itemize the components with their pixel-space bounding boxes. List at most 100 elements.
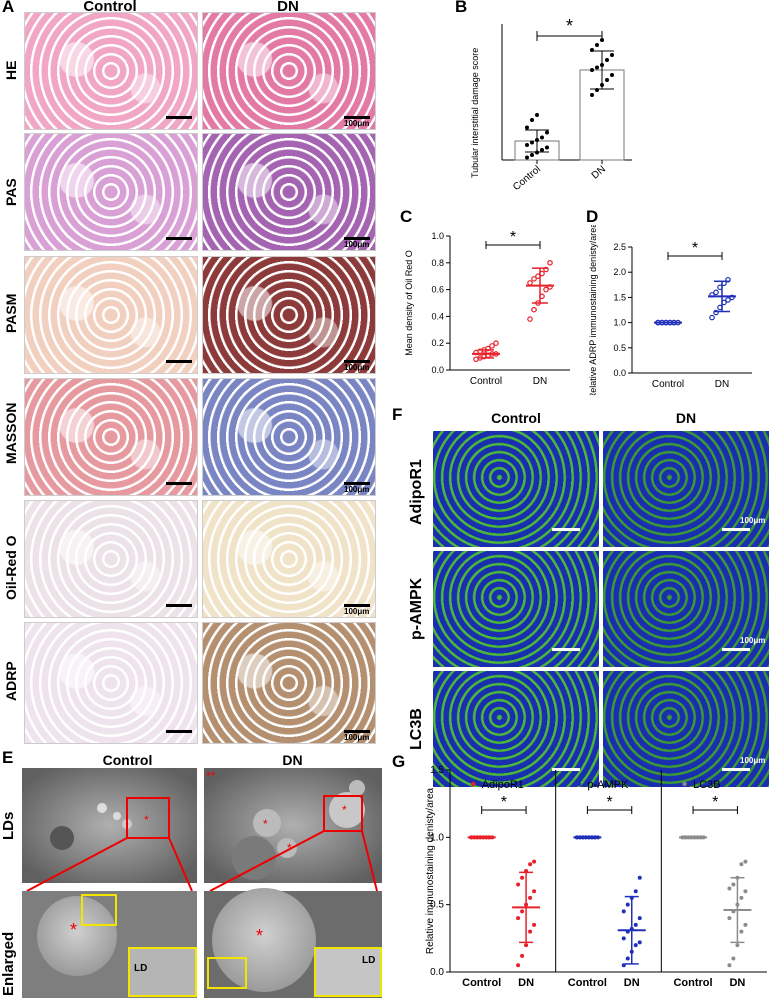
chart-g-point: [743, 889, 748, 894]
histology-masson-control: [24, 378, 198, 496]
chart-c: Mean density of Oil Red O 0.0 0.2 0.4 0.6 0.8…: [404, 229, 570, 387]
chartC-ytick-4: 0.8: [431, 258, 444, 268]
chartD-point: [729, 294, 735, 301]
panel-f-row-lc3b: LC3B: [408, 708, 425, 750]
histology-pas-dn: [202, 133, 376, 251]
chartC-point: [485, 345, 491, 352]
scale-label: 100μm: [740, 516, 766, 525]
chartC-point: [543, 266, 549, 273]
scale-bar: [344, 604, 370, 607]
chart-b-point: [530, 153, 534, 157]
chartD-xtick-1: DN: [715, 379, 729, 390]
chart-b-xtick-0: Control: [511, 164, 543, 193]
panel-f-col-dn: DN: [675, 410, 697, 426]
chartC-xtick-1: DN: [533, 376, 547, 387]
scale-label: 100μm: [344, 363, 370, 372]
chart-g-point: [739, 929, 744, 934]
em-control-asterisk: *: [144, 813, 149, 827]
chartC-point: [527, 316, 533, 322]
chart-b-point: [540, 135, 544, 140]
panel-label-g: G: [392, 752, 406, 771]
scale-bar: [166, 116, 192, 119]
panel-a-row-masson: MASSON: [3, 402, 19, 464]
chartC-ytick-3: 0.6: [431, 285, 444, 295]
if-lc3b-control: [432, 670, 600, 788]
chart-g-point: [735, 943, 740, 948]
scale-bar: [166, 604, 192, 607]
chartD-sig-star: *: [692, 240, 698, 257]
chart-g-xtick: Control: [462, 977, 501, 989]
chart-g-legend-marker-1: [576, 781, 582, 787]
chart-b-point: [540, 148, 544, 152]
em-control-ld-label: LD: [134, 963, 147, 974]
chart-g-point: [625, 956, 630, 961]
em-control-inset-box: [126, 797, 170, 839]
chartC-ytick-0: 0.0: [431, 365, 444, 375]
chart-g-ytick-2: 1.0: [430, 832, 444, 843]
chart-g-legend-0: AdipoR1: [482, 779, 524, 791]
panel-f-row-p-ampk: p-AMPK: [408, 577, 425, 640]
chartC-point: [547, 259, 553, 266]
chart-g: Relative immunostaining denisty/area 0.0 0…: [425, 765, 767, 989]
chart-g-point: [528, 929, 533, 934]
chart-g-point: [637, 940, 642, 945]
chart-b-point: [535, 113, 539, 117]
chart-g-point: [633, 889, 638, 894]
chart-b-point: [590, 48, 594, 52]
chartC-point: [543, 286, 549, 293]
if-adipor1-dn: [602, 430, 770, 548]
chart-g-xtick: DN: [624, 977, 640, 989]
chartD-ytick-4: 2.0: [613, 267, 626, 277]
chart-g-point: [532, 889, 537, 894]
chart-g-point: [621, 936, 626, 941]
em-control-lds: [22, 768, 197, 883]
scale-bar: [344, 482, 370, 485]
chart-b-point: [525, 125, 529, 130]
chart-g-point: [743, 859, 748, 864]
histology-he-dn: [202, 12, 376, 130]
em-dn-double-asterisk: **: [206, 769, 216, 783]
panel-f-col-control: Control: [491, 410, 541, 426]
scale-bar: [344, 116, 370, 119]
chartC-point: [493, 340, 499, 347]
panel-a-row-adrp: ADRP: [3, 661, 19, 701]
chart-b-point: [530, 140, 534, 145]
chart-d: Relative ADRP immunostaining denisty/are…: [588, 225, 752, 395]
chartC-point: [527, 280, 533, 286]
chart-g-point: [528, 862, 533, 867]
scale-label: 100μm: [740, 756, 766, 765]
chart-g-point: [731, 882, 736, 887]
chart-b-point: [525, 155, 529, 160]
scale-bar: [344, 730, 370, 733]
if-adipor1-control: [432, 430, 600, 548]
chart-g-point: [637, 875, 642, 880]
scale-bar: [722, 648, 750, 651]
em-dn-asterisk-1: *: [263, 817, 268, 831]
scale-bar: [552, 768, 580, 771]
chartD-ytick-3: 1.5: [613, 292, 626, 302]
em-dn-ld-label: LD: [362, 955, 375, 966]
chartC-point: [531, 276, 537, 282]
histology-adrp-dn: [202, 622, 376, 744]
chart-g-point: [633, 943, 638, 948]
chart-g-ytick-0: 0.0: [430, 967, 444, 978]
scale-label: 100μm: [740, 636, 766, 645]
chart-g-point: [727, 963, 732, 968]
chart-b-point: [530, 118, 534, 122]
chart-g-point: [532, 922, 537, 927]
chart-b-point: [605, 58, 609, 62]
chartD-point: [713, 289, 719, 296]
panel-label-f: F: [392, 405, 403, 424]
chart-g-legend-marker-0: [471, 781, 476, 787]
if-p-ampk-dn: [602, 550, 770, 668]
scale-label: 100μm: [344, 240, 370, 249]
histology-pasm-dn: [202, 256, 376, 374]
scale-bar: [552, 648, 580, 651]
chart-g-xtick: DN: [518, 977, 534, 989]
chart-g-point: [516, 963, 521, 968]
scale-bar: [166, 360, 192, 363]
em-dn-asterisk-2: *: [287, 841, 292, 855]
chart-b-point: [595, 43, 599, 47]
chart-b-point: [595, 65, 599, 70]
histology-oil-red-o-dn: [202, 500, 376, 618]
